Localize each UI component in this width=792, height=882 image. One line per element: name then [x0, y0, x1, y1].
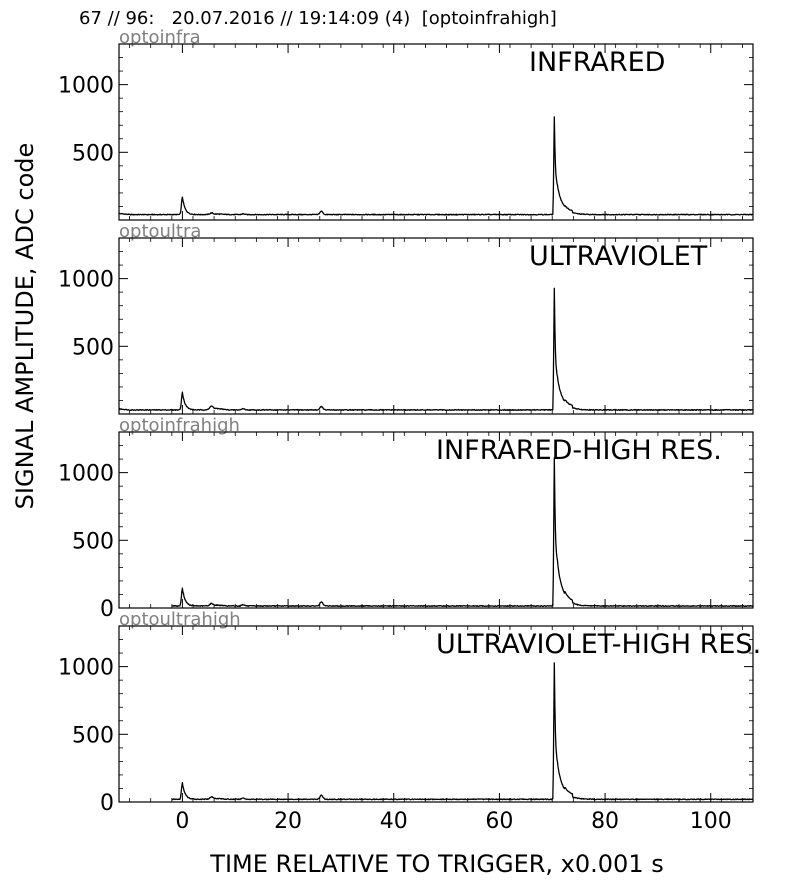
- y-tick-label: 500: [72, 529, 114, 554]
- panel-optoinfrahigh: optoinfrahigh INFRARED-HIGH RES. 0 500 1000: [58, 415, 754, 622]
- y-axis-label: SIGNAL AMPLITUDE, ADC code: [11, 143, 39, 510]
- signal-trace: [118, 116, 754, 216]
- panel-optoultra: optoultra ULTRAVIOLET 500 1000: [58, 221, 754, 415]
- channel-label: optoultrahigh: [119, 609, 241, 630]
- panel-title: INFRARED: [529, 47, 665, 78]
- panel-optoinfra: optoinfra INFRARED 500 1000: [58, 27, 754, 221]
- panel-title: ULTRAVIOLET: [529, 241, 708, 272]
- channel-label: optoinfrahigh: [119, 415, 240, 436]
- axes-frame: [118, 431, 754, 609]
- y-tick-label: 1000: [58, 74, 114, 99]
- y-tick-label: 0: [100, 597, 114, 622]
- y-tick-label: 1000: [58, 656, 114, 681]
- y-tick-label: 500: [72, 335, 114, 360]
- y-tick-label: 500: [72, 141, 114, 166]
- x-tick-label: 0: [175, 809, 189, 834]
- x-tick-label: 100: [690, 809, 732, 834]
- panel-optoultrahigh: optoultrahigh ULTRAVIOLET-HIGH RES. 0 500 10…: [58, 609, 761, 834]
- y-tick-label: 500: [72, 723, 114, 748]
- axes-frame: [118, 43, 754, 221]
- y-tick-label: 0: [100, 791, 114, 816]
- signal-trace: [171, 662, 754, 801]
- x-tick-label: 40: [380, 809, 408, 834]
- channel-label: optoinfra: [119, 27, 201, 48]
- panel-title: ULTRAVIOLET-HIGH RES.: [436, 629, 761, 660]
- signal-trace: [118, 287, 754, 411]
- channel-label: optoultra: [119, 221, 201, 242]
- y-tick-label: 1000: [58, 268, 114, 293]
- axes-frame: [118, 237, 754, 415]
- panels-group: optoinfraINFRARED5001000optoultraULTRAVI…: [58, 27, 761, 834]
- x-tick-label: 80: [591, 809, 619, 834]
- figure-title: 67 // 96: 20.07.2016 // 19:14:09 (4) [op…: [79, 8, 557, 29]
- panel-title: INFRARED-HIGH RES.: [436, 435, 722, 466]
- axes-frame: [118, 625, 754, 803]
- signal-trace: [171, 457, 754, 608]
- x-tick-label: 20: [274, 809, 302, 834]
- y-tick-label: 1000: [58, 462, 114, 487]
- x-axis-label: TIME RELATIVE TO TRIGGER, x0.001 s: [209, 850, 663, 878]
- x-tick-label: 60: [485, 809, 513, 834]
